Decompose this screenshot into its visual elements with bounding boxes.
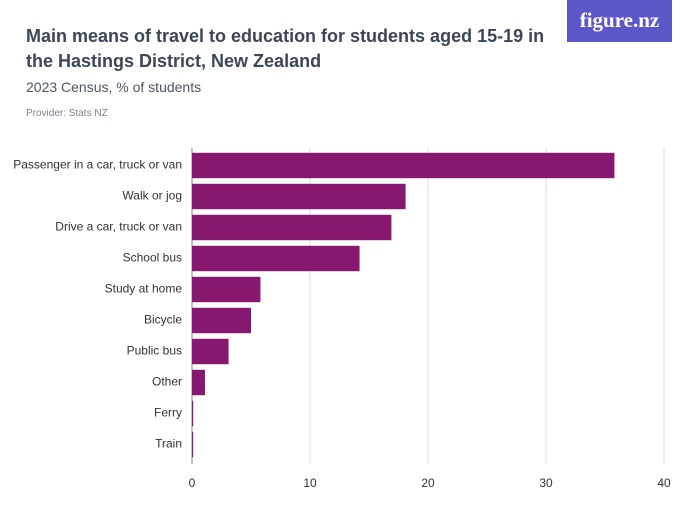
bar — [192, 183, 406, 210]
y-tick-label: School bus — [123, 251, 182, 265]
bar — [192, 245, 360, 272]
bar — [192, 369, 205, 396]
y-tick-label: Public bus — [127, 344, 182, 358]
x-tick-label: 20 — [421, 476, 435, 490]
bar — [192, 431, 194, 458]
x-tick-label: 40 — [657, 476, 671, 490]
provider-note: Provider: Stats NZ — [26, 108, 108, 119]
x-tick-label: 30 — [539, 476, 553, 490]
bar — [192, 152, 615, 179]
y-tick-label: Ferry — [154, 406, 182, 420]
bar — [192, 307, 251, 334]
chart-subtitle: 2023 Census, % of students — [26, 79, 202, 95]
y-tick-label: Other — [152, 375, 182, 389]
chart-title: Main means of travel to education for st… — [26, 26, 545, 71]
bar — [192, 338, 229, 365]
bar — [192, 276, 261, 303]
y-tick-label: Walk or jog — [122, 189, 182, 203]
logo[interactable]: figure.nz — [567, 0, 672, 42]
y-tick-label: Train — [155, 437, 182, 451]
y-tick-label: Bicycle — [144, 313, 182, 327]
y-tick-label: Drive a car, truck or van — [55, 220, 182, 234]
y-tick-label: Passenger in a car, truck or van — [13, 158, 182, 172]
bar — [192, 214, 392, 241]
bar — [192, 400, 194, 427]
x-tick-label: 0 — [189, 476, 196, 490]
x-tick-label: 10 — [303, 476, 317, 490]
y-tick-label: Study at home — [105, 282, 183, 296]
